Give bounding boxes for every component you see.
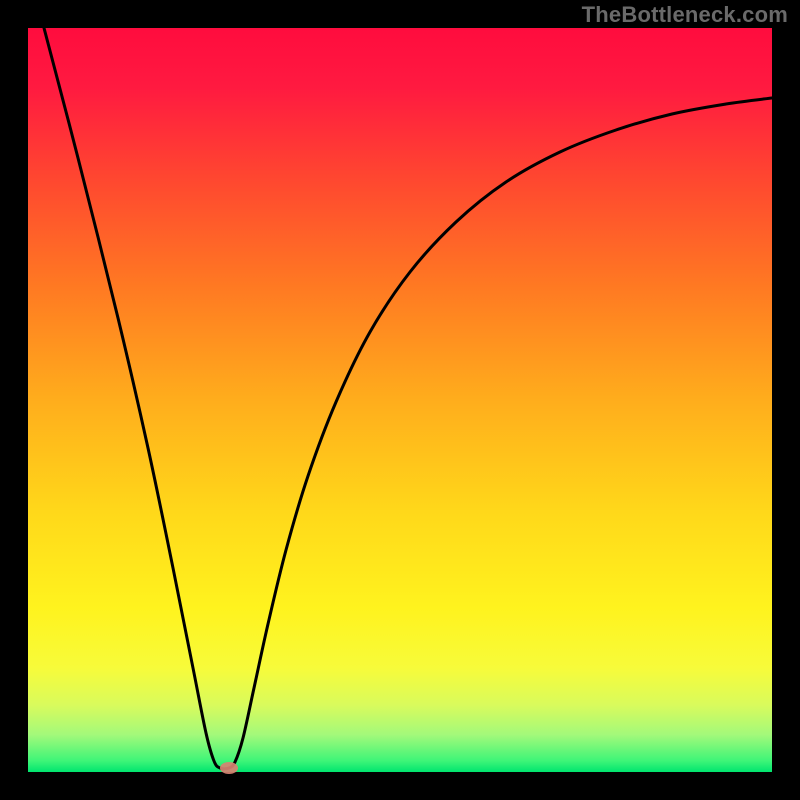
bottleneck-curve xyxy=(28,28,772,772)
watermark-text: TheBottleneck.com xyxy=(582,2,788,28)
chart-frame: TheBottleneck.com xyxy=(0,0,800,800)
plot-area xyxy=(28,28,772,772)
minimum-marker xyxy=(220,762,238,774)
